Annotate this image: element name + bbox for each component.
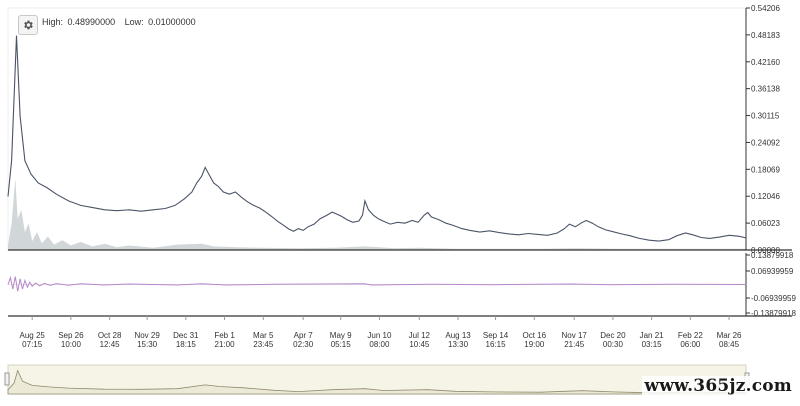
x-axis-time-label: 05:15 bbox=[331, 340, 352, 349]
high-low-readout: High: 0.48990000 Low: 0.01000000 bbox=[42, 17, 198, 27]
price-series bbox=[7, 35, 747, 242]
x-axis-date-label: Sep 14 bbox=[483, 331, 509, 340]
x-axis-date-label: Jun 10 bbox=[367, 331, 392, 340]
x-axis-date-label: Mar 26 bbox=[717, 331, 742, 340]
x-axis-time-label: 10:45 bbox=[409, 340, 430, 349]
x-axis-date-label: Sep 26 bbox=[58, 331, 84, 340]
price-y-tick-label: 0.24092 bbox=[751, 138, 780, 147]
oscillator-y-tick-label: -0.06939959 bbox=[751, 294, 796, 303]
x-axis-date-label: Aug 25 bbox=[20, 331, 46, 340]
x-axis-time-label: 10:00 bbox=[61, 340, 82, 349]
x-axis-date-label: Nov 29 bbox=[134, 331, 160, 340]
x-axis-time-label: 12:45 bbox=[100, 340, 121, 349]
price-y-tick-label: 0.48183 bbox=[751, 31, 780, 40]
oscillator-series bbox=[7, 275, 747, 292]
price-y-tick-label: 0.12046 bbox=[751, 192, 780, 201]
price-y-tick-label: 0.18069 bbox=[751, 165, 780, 174]
high-label: High: bbox=[42, 17, 64, 27]
price-y-tick-label: 0.30115 bbox=[751, 112, 780, 121]
price-panel bbox=[7, 7, 747, 251]
oscillator-y-tick-label: -0.13879918 bbox=[751, 309, 796, 318]
price-y-tick-label: 0.42160 bbox=[751, 58, 780, 67]
navigator-left-handle[interactable] bbox=[4, 372, 10, 386]
x-axis-time-label: 19:00 bbox=[524, 340, 545, 349]
settings-button[interactable] bbox=[18, 15, 38, 35]
x-axis-time-label: 21:45 bbox=[564, 340, 585, 349]
oscillator-y-tick-label: 0.13879918 bbox=[751, 251, 794, 260]
volume-series bbox=[8, 178, 746, 250]
x-axis-date-label: Jan 21 bbox=[640, 331, 665, 340]
x-axis-time-label: 02:30 bbox=[293, 340, 314, 349]
x-axis-time-label: 00:30 bbox=[603, 340, 624, 349]
low-label: Low: bbox=[124, 17, 144, 27]
x-axis-time-label: 16:15 bbox=[486, 340, 507, 349]
x-axis-time-label: 13:30 bbox=[448, 340, 469, 349]
price-y-tick-label: 0.00000 bbox=[751, 246, 780, 255]
x-axis-time-label: 08:00 bbox=[369, 340, 390, 349]
x-axis-date-label: Mar 5 bbox=[253, 331, 274, 340]
x-axis-time-label: 03:15 bbox=[642, 340, 663, 349]
x-axis-date-label: Oct 16 bbox=[522, 331, 546, 340]
x-axis-date-label: Aug 13 bbox=[445, 331, 471, 340]
x-axis-date-label: Dec 20 bbox=[600, 331, 626, 340]
price-y-tick-label: 0.54206 bbox=[751, 4, 780, 13]
x-axis-time-label: 21:00 bbox=[215, 340, 236, 349]
x-axis-date-label: Oct 28 bbox=[98, 331, 122, 340]
x-axis-date-label: Jul 12 bbox=[409, 331, 431, 340]
gear-icon bbox=[24, 20, 33, 30]
navigator-series bbox=[7, 369, 747, 395]
x-axis-time-label: 18:15 bbox=[176, 340, 197, 349]
x-axis-date-label: Feb 1 bbox=[214, 331, 235, 340]
watermark: www.365jz.com bbox=[642, 376, 794, 396]
x-axis-time-label: 08:45 bbox=[719, 340, 740, 349]
low-value: 0.01000000 bbox=[148, 17, 196, 27]
oscillator-y-tick-label: 0.06939959 bbox=[751, 267, 794, 276]
price-y-tick-label: 0.36138 bbox=[751, 85, 780, 94]
x-axis-date-label: Nov 17 bbox=[562, 331, 588, 340]
x-axis-time-label: 06:00 bbox=[680, 340, 701, 349]
x-axis-date-label: May 9 bbox=[330, 331, 352, 340]
x-axis-time-label: 15:30 bbox=[137, 340, 158, 349]
x-axis-time-label: 07:15 bbox=[22, 340, 43, 349]
price-y-tick-label: 0.06023 bbox=[751, 219, 780, 228]
x-axis-date-label: Dec 31 bbox=[173, 331, 199, 340]
x-axis-time-label: 23:45 bbox=[253, 340, 274, 349]
high-value: 0.48990000 bbox=[67, 17, 116, 27]
x-axis-date-label: Apr 7 bbox=[294, 331, 314, 340]
x-axis-date-label: Feb 22 bbox=[678, 331, 703, 340]
